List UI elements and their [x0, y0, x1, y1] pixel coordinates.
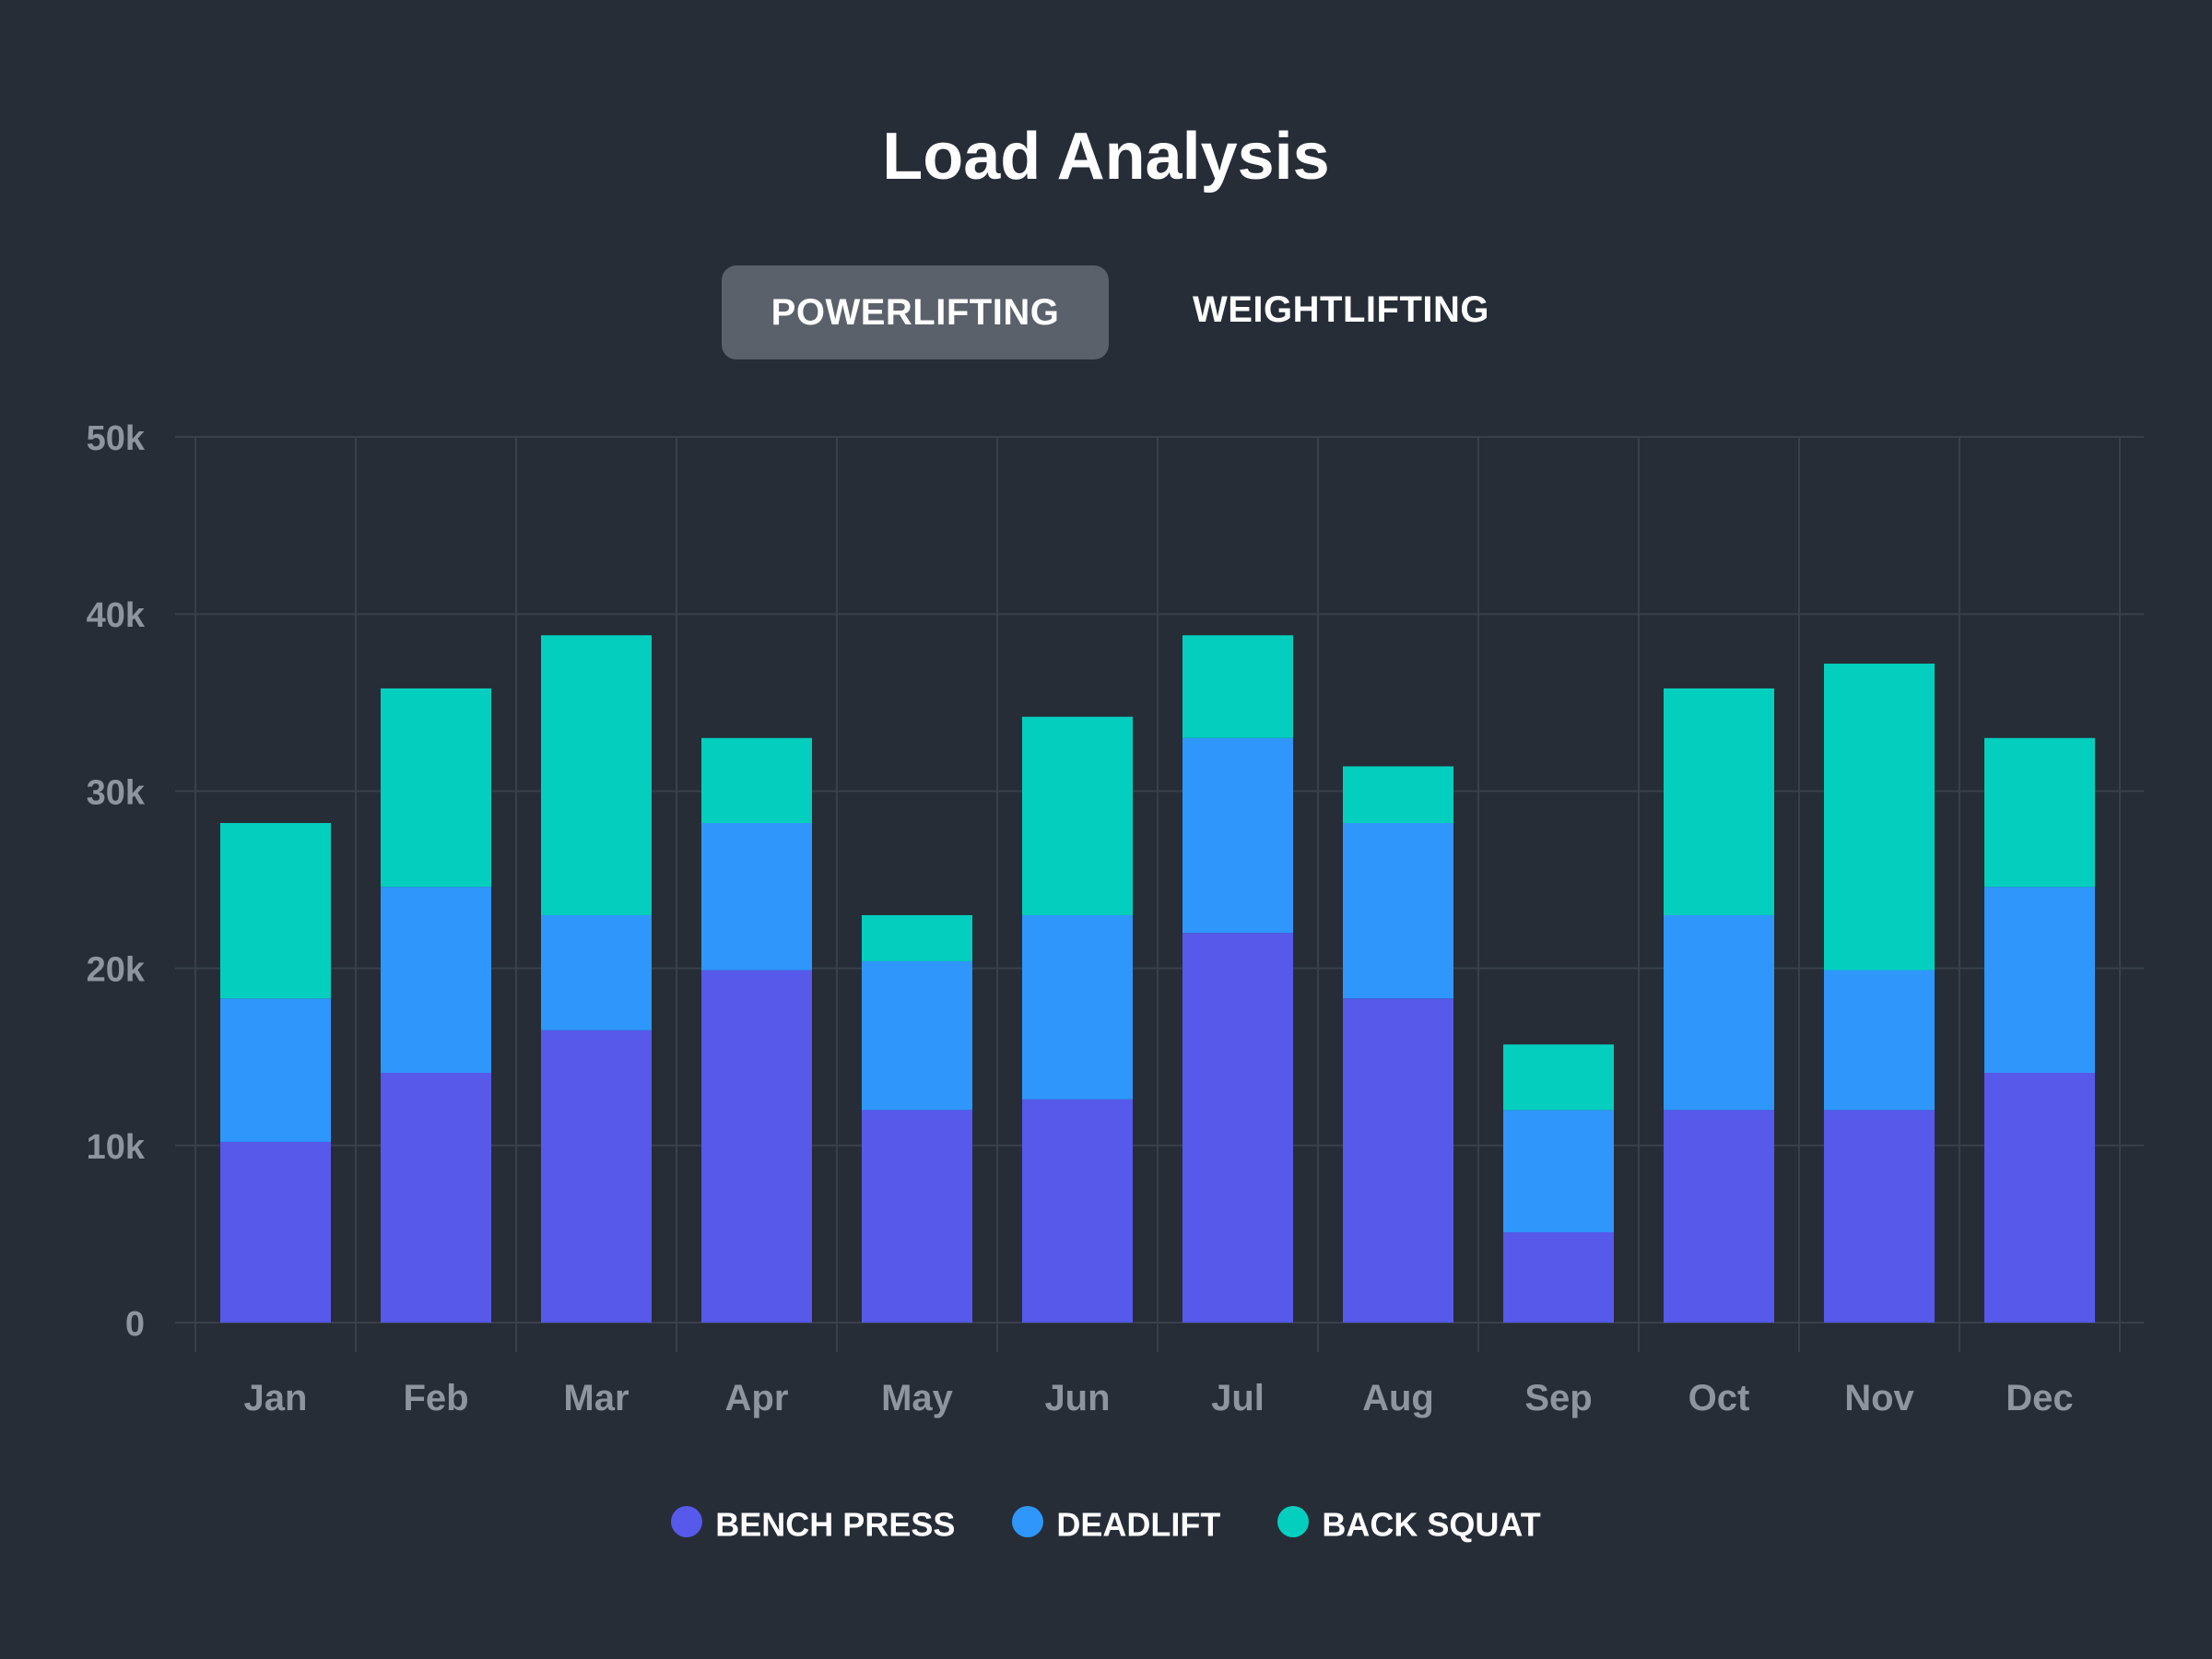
y-tick-label: 10k [87, 1128, 146, 1167]
legend-swatch-deadlift [1012, 1506, 1044, 1538]
bar-deadlift-feb[interactable] [381, 887, 491, 1073]
bar-back-squat-may[interactable] [862, 914, 972, 961]
bar-deadlift-nov[interactable] [1824, 970, 1935, 1111]
legend-label-back-squat: BACK SQUAT [1322, 1505, 1541, 1544]
y-tick-label: 40k [87, 596, 146, 635]
x-tick-label: May [881, 1378, 954, 1418]
bar-back-squat-jun[interactable] [1022, 716, 1133, 915]
legend-swatch-bench-press [671, 1506, 703, 1538]
legend-item-deadlift[interactable]: DEADLIFT [1012, 1497, 1220, 1550]
bar-deadlift-jun[interactable] [1022, 914, 1133, 1100]
bar-bench-press-sep[interactable] [1503, 1231, 1614, 1323]
bar-back-squat-feb[interactable] [381, 688, 491, 888]
bar-bench-press-oct[interactable] [1664, 1110, 1774, 1323]
bar-deadlift-sep[interactable] [1503, 1110, 1614, 1232]
x-tick-label: Dec [2006, 1378, 2073, 1418]
x-tick-label: Oct [1688, 1378, 1750, 1418]
bar-bench-press-aug[interactable] [1343, 998, 1453, 1323]
x-tick-label: Nov [1844, 1378, 1914, 1418]
tab-powerlifting[interactable]: POWERLIFTING [722, 265, 1109, 359]
x-tick-label: Jun [1044, 1378, 1110, 1418]
bar-bench-press-dec[interactable] [1984, 1072, 2095, 1323]
x-axis-ticks: Jan Feb Mar Apr May Jun Jul Aug Sep Oct Nov Dec [244, 1378, 2074, 1418]
bar-bench-press-apr[interactable] [701, 970, 812, 1323]
y-tick-label: 50k [87, 419, 146, 458]
y-tick-label: 20k [87, 951, 146, 990]
bar-back-squat-nov[interactable] [1824, 664, 1935, 971]
legend-swatch-back-squat [1277, 1506, 1310, 1538]
bar-deadlift-jan[interactable] [220, 998, 331, 1142]
bar-bench-press-mar[interactable] [541, 1030, 652, 1323]
chart-title: Load Analysis [882, 120, 1330, 194]
bar-bench-press-feb[interactable] [381, 1072, 491, 1323]
x-tick-label: Jan [244, 1378, 308, 1418]
x-tick-label: Jul [1211, 1378, 1265, 1418]
bar-deadlift-jul[interactable] [1182, 737, 1293, 934]
grid-layer [175, 436, 2144, 1352]
bar-back-squat-jan[interactable] [220, 822, 331, 999]
bar-bench-press-jun[interactable] [1022, 1099, 1133, 1323]
legend-item-back-squat[interactable]: BACK SQUAT [1277, 1497, 1541, 1550]
legend: BENCH PRESS DEADLIFT BACK SQUAT [0, 1497, 2212, 1548]
bar-deadlift-dec[interactable] [1984, 887, 2095, 1073]
bar-bench-press-nov[interactable] [1824, 1110, 1935, 1323]
bar-deadlift-apr[interactable] [701, 822, 812, 971]
x-tick-label: Mar [563, 1378, 629, 1418]
tab-bar: POWERLIFTING WEIGHTLIFTING [0, 265, 2212, 359]
bar-back-squat-aug[interactable] [1343, 766, 1453, 823]
legend-label-deadlift: DEADLIFT [1056, 1505, 1221, 1544]
bar-deadlift-may[interactable] [862, 960, 972, 1111]
bar-back-squat-sep[interactable] [1503, 1044, 1614, 1111]
legend-label-bench-press: BENCH PRESS [715, 1505, 956, 1544]
y-axis-ticks: 0 10k 20k 30k 40k 50k [87, 419, 146, 1344]
bar-back-squat-apr[interactable] [701, 737, 812, 823]
x-tick-label: Feb [403, 1378, 468, 1418]
bar-back-squat-oct[interactable] [1664, 688, 1774, 915]
legend-item-bench-press[interactable]: BENCH PRESS [671, 1497, 955, 1550]
bar-deadlift-oct[interactable] [1664, 914, 1774, 1111]
y-tick-label: 0 [125, 1305, 145, 1344]
bar-deadlift-mar[interactable] [541, 914, 652, 1030]
x-tick-label: Aug [1362, 1378, 1434, 1418]
bar-bench-press-jul[interactable] [1182, 933, 1293, 1323]
bar-bench-press-jan[interactable] [220, 1141, 331, 1323]
x-tick-label: Apr [725, 1378, 789, 1418]
x-tick-label: Sep [1524, 1378, 1592, 1418]
tab-weightlifting[interactable]: WEIGHTLIFTING [1192, 289, 1489, 330]
bar-deadlift-aug[interactable] [1343, 822, 1453, 999]
stacked-bar-chart: 0 10k 20k 30k 40k 50k Jan Feb Mar Apr May Jun Jul Au… [87, 419, 2144, 1418]
bar-back-squat-mar[interactable] [541, 635, 652, 915]
bar-bench-press-may[interactable] [862, 1110, 972, 1323]
bar-back-squat-jul[interactable] [1182, 635, 1293, 738]
bars-layer [220, 635, 2095, 1323]
bar-back-squat-dec[interactable] [1984, 737, 2095, 888]
y-tick-label: 30k [87, 773, 146, 812]
